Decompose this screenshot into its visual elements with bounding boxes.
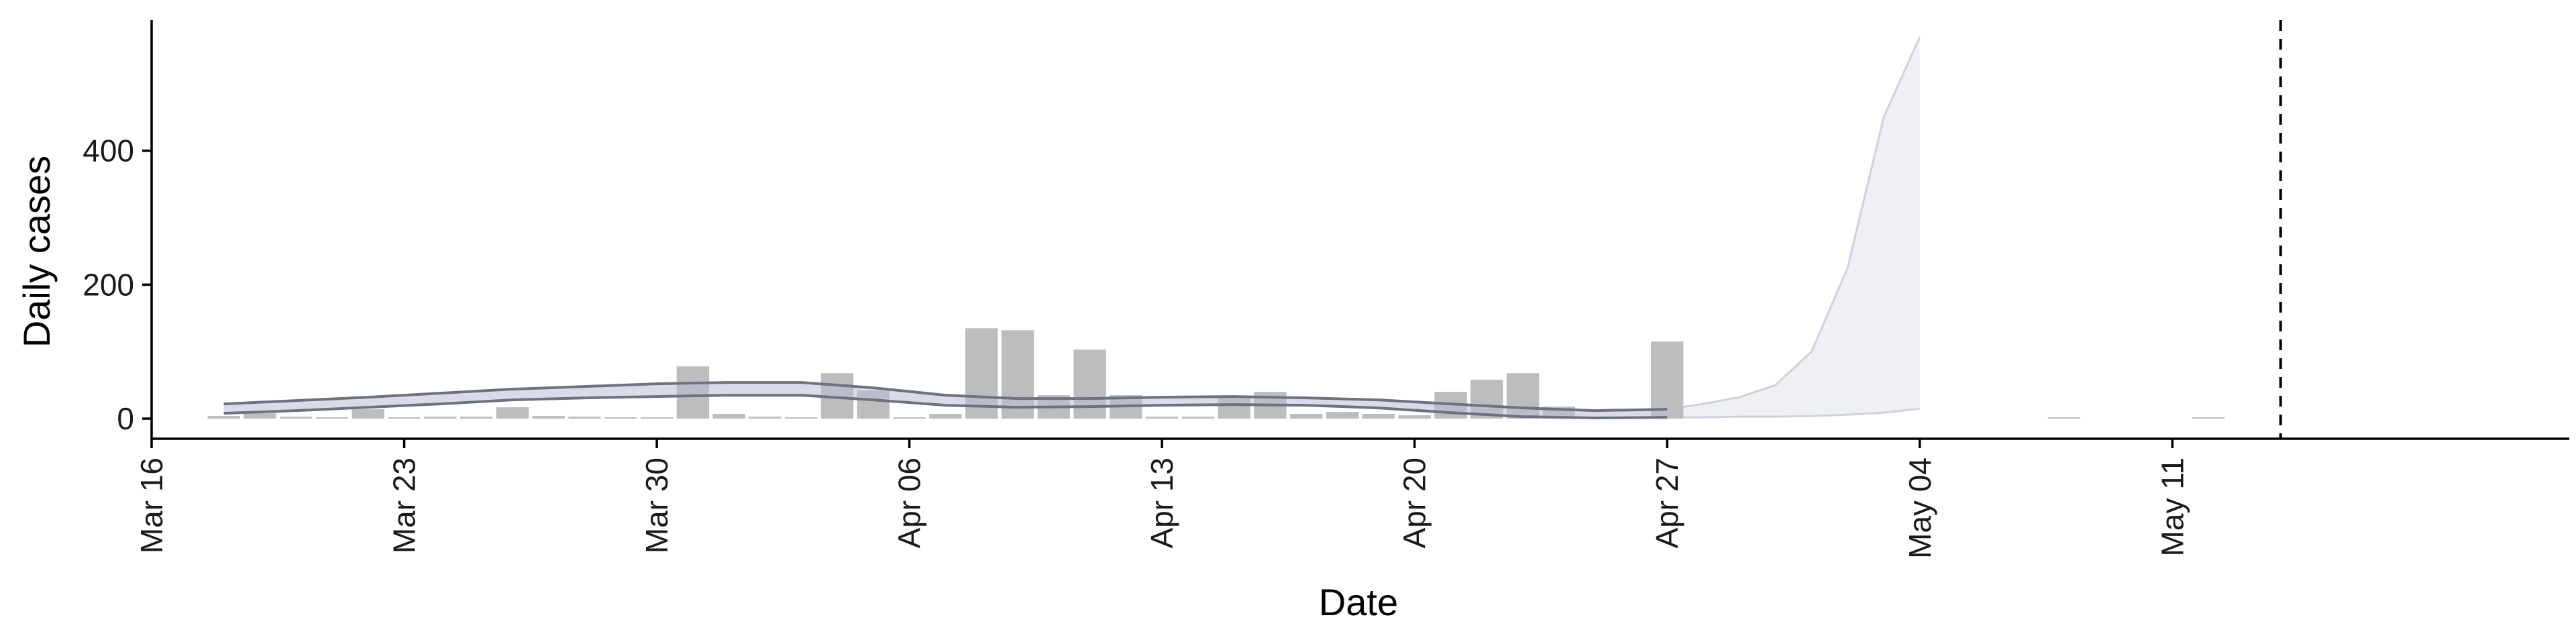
x-tick-label: Mar 30 [639, 458, 674, 553]
fit-band-layer [223, 381, 1668, 420]
bar [1145, 417, 1179, 419]
x-tick-label: Apr 27 [1650, 458, 1684, 549]
fit-band-area [223, 382, 1668, 418]
x-tick-label: May 04 [1902, 458, 1937, 559]
bar [496, 407, 529, 419]
y-tick-label: 0 [117, 401, 134, 436]
x-tick-label: Mar 23 [387, 458, 422, 553]
bar [568, 417, 601, 419]
bar [460, 417, 493, 419]
bar [604, 417, 637, 419]
x-tick-label: Mar 16 [134, 458, 169, 553]
bar [1290, 414, 1323, 419]
x-tick-label: Apr 20 [1397, 458, 1432, 549]
forecast-layer [1666, 36, 1921, 419]
x-axis-title: Date [1319, 581, 1398, 623]
bar [2047, 417, 2081, 419]
bar [640, 417, 674, 419]
x-tick-label: May 11 [2155, 458, 2190, 556]
bar [712, 414, 745, 419]
bar [388, 417, 421, 419]
bar [244, 413, 276, 419]
forecast-upper-line [1666, 36, 1921, 411]
x-tick-label: Apr 06 [892, 458, 927, 549]
fit-band-lower-line [223, 394, 1668, 420]
bar [1181, 417, 1215, 419]
forecast-lower-line [1667, 407, 1920, 419]
bar [424, 417, 457, 419]
x-tick-label: Apr 13 [1144, 458, 1179, 549]
bar [352, 409, 384, 419]
bar [1362, 414, 1395, 419]
bar [749, 417, 782, 419]
bar [280, 417, 313, 419]
bar [532, 416, 565, 419]
bar [1326, 412, 1359, 419]
bar [1651, 341, 1684, 419]
bar [893, 417, 926, 419]
bar [1073, 350, 1106, 419]
bar [315, 417, 349, 419]
y-axis-ticks: 0 200 400 [83, 133, 152, 436]
bar [1398, 415, 1431, 419]
bar [785, 417, 818, 419]
bar [207, 416, 240, 419]
x-axis-ticks: Mar 16 Mar 23 Mar 30 Apr 06 Apr 13 Apr 20 Apr … [134, 439, 2190, 559]
bar [2192, 417, 2225, 419]
y-tick-label: 400 [83, 133, 134, 168]
fit-band-upper-line [223, 381, 1668, 413]
forecast-band [1667, 37, 1920, 418]
bar [929, 414, 962, 419]
y-tick-label: 200 [83, 267, 134, 302]
y-axis-title: Daily cases [15, 156, 58, 347]
